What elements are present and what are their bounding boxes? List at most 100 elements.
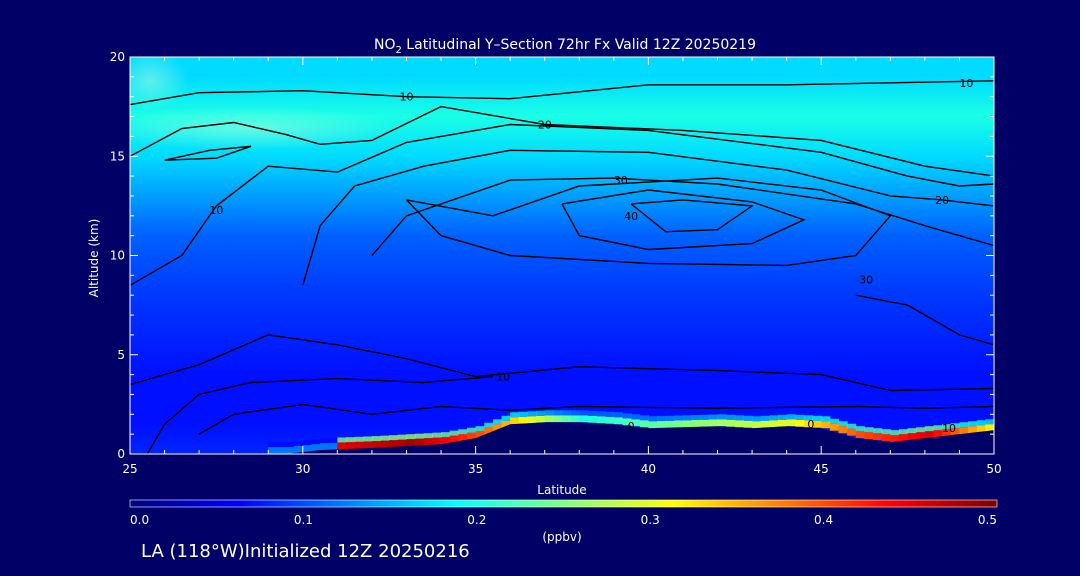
contour-lines	[130, 80, 994, 454]
surface-high-band	[268, 410, 994, 454]
surface-strip-edge	[674, 415, 684, 421]
surface-strip	[682, 420, 693, 428]
surface-strip	[708, 419, 719, 427]
surface-strip	[587, 415, 598, 423]
surface-strip-edge	[562, 410, 572, 416]
surface-strip	[579, 415, 589, 423]
surface-strip-edge	[501, 415, 511, 421]
surface-strip-edge	[449, 430, 459, 436]
surface-strip-edge	[423, 433, 433, 439]
surface-strip-edge	[829, 418, 839, 424]
surface-strip-edge	[294, 441, 304, 447]
surface-strip	[492, 424, 503, 432]
surface-strip	[622, 418, 632, 426]
surface-strip	[639, 420, 649, 428]
surface-strip	[916, 432, 926, 440]
surface-strip-edge	[717, 414, 727, 420]
surface-strip	[302, 445, 312, 453]
surface-strip-edge	[803, 415, 814, 421]
contour-line	[561, 189, 806, 251]
surface-strip	[985, 424, 994, 432]
contour-line	[855, 294, 994, 346]
surface-strip	[898, 434, 909, 442]
surface-strip-edge	[371, 436, 382, 442]
surface-strip	[441, 437, 451, 445]
surface-strip-edge	[639, 415, 649, 421]
contour-labels: 10 10 20 30 40 10 20 30 10 0 0 10	[209, 77, 973, 435]
x-tick-label: 35	[468, 462, 483, 476]
surface-strip	[510, 417, 520, 425]
surface-strip	[976, 425, 986, 433]
surface-strip	[562, 415, 572, 423]
surface-strip	[631, 419, 641, 427]
contour-label: 10	[942, 422, 956, 435]
surface-strip	[726, 419, 736, 427]
x-axis: 25 30 35 40 45 50	[122, 57, 1002, 476]
initialization-footer: LA (118°W)Initialized 12Z 20250216	[141, 541, 470, 562]
terrain-mask	[130, 422, 994, 454]
surface-strip	[354, 441, 364, 449]
surface-strip-edge	[596, 411, 606, 417]
y-tick-label: 15	[110, 149, 125, 163]
surface-strip-edge	[968, 421, 978, 427]
contour-label: 20	[538, 118, 552, 131]
colorbar-tick-label: 0.2	[467, 513, 486, 527]
colorbar-tick-label: 0.4	[814, 513, 833, 527]
x-tick-label: 50	[986, 462, 1001, 476]
surface-strip	[674, 420, 684, 428]
surface-strip	[907, 433, 917, 441]
surface-strip-edge	[657, 416, 667, 421]
surface-strip	[432, 437, 442, 445]
surface-strip-edge	[587, 410, 598, 416]
surface-strip-edge	[380, 435, 390, 441]
y-tick-label: 10	[110, 249, 125, 263]
contour-label: 10	[959, 77, 973, 90]
surface-strip	[328, 442, 338, 450]
contour-line	[146, 375, 493, 454]
colorbar-tick-label: 0.0	[130, 513, 149, 527]
contour-line	[130, 80, 994, 106]
contour-line	[130, 105, 994, 177]
surface-strip-edge	[631, 414, 641, 420]
surface-strip	[734, 420, 744, 428]
surface-strip	[544, 415, 554, 423]
surface-strip	[890, 435, 900, 443]
surface-strip-edge	[881, 429, 891, 435]
surface-strip	[743, 420, 753, 428]
surface-strip-edge	[406, 434, 416, 440]
surface-strip	[415, 438, 425, 446]
x-tick-label: 30	[295, 462, 310, 476]
surface-strip-edge	[570, 410, 580, 416]
surface-strip-edge	[985, 419, 994, 425]
surface-strip-edge	[475, 426, 485, 432]
surface-strip-edge	[665, 415, 675, 421]
surface-strip-edge	[933, 425, 943, 431]
contour-line	[164, 145, 252, 161]
surface-strip	[864, 432, 874, 440]
surface-strip-edge	[898, 429, 909, 435]
surface-strip	[933, 430, 943, 438]
x-tick-label: 45	[814, 462, 829, 476]
contour-line	[198, 403, 994, 435]
surface-strip-edge	[778, 414, 788, 420]
surface-strip-edge	[622, 413, 632, 419]
surface-strip-edge	[415, 433, 425, 439]
surface-strip	[380, 440, 390, 448]
surface-strip	[665, 420, 675, 428]
contour-label: 30	[614, 174, 628, 187]
surface-strip	[458, 434, 468, 442]
contour-label: 0	[628, 420, 635, 433]
contour-label: 30	[859, 273, 873, 286]
surface-strip-edge	[734, 415, 744, 421]
surface-strip	[769, 420, 779, 428]
colorbar-tick-label: 0.5	[978, 513, 997, 527]
title-rest: Latitudinal Y–Section 72hr Fx Valid 12Z …	[402, 37, 756, 53]
surface-strip	[795, 419, 805, 427]
x-axis-label: Latitude	[537, 483, 586, 497]
contour-line	[130, 123, 994, 286]
contour-label: 0	[807, 418, 814, 431]
surface-strip-edge	[337, 437, 347, 443]
surface-strip	[855, 431, 865, 439]
upper-maximum-glow	[130, 106, 400, 150]
surface-strip	[276, 447, 287, 454]
